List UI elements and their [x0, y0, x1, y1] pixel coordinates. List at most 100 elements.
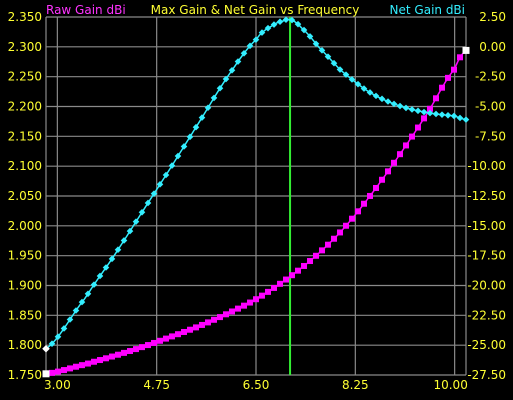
data-point-diamond	[306, 33, 314, 40]
end-marker	[42, 370, 50, 378]
data-point-square	[49, 369, 55, 376]
data-point-diamond	[282, 16, 290, 23]
x-axis-ticks: 3.00 4.75 6.50 8.25 10.00	[44, 378, 468, 392]
data-point-square	[211, 316, 217, 323]
data-point-square	[451, 66, 457, 73]
data-point-square	[391, 159, 397, 166]
data-point-square	[115, 351, 121, 358]
data-point-diamond	[228, 66, 236, 74]
data-point-square	[79, 362, 85, 369]
right-tick-label: -17.50	[467, 249, 506, 263]
data-point-diamond	[450, 112, 458, 120]
data-point-square	[457, 54, 463, 61]
data-point-square	[307, 258, 313, 265]
left-tick-label: 1.800	[8, 338, 42, 352]
data-point-diamond	[54, 333, 62, 341]
left-tick-label: 2.050	[8, 189, 42, 203]
right-axis-label: Net Gain dBi	[390, 3, 465, 17]
right-tick-label: -7.50	[475, 129, 506, 143]
data-point-diamond	[420, 108, 428, 116]
left-tick-label: 2.350	[8, 10, 42, 24]
data-point-diamond	[330, 59, 338, 67]
data-point-diamond	[258, 29, 266, 36]
data-point-diamond	[348, 76, 356, 83]
data-point-square	[349, 215, 355, 222]
data-point-square	[325, 241, 331, 248]
data-point-diamond	[408, 106, 416, 113]
data-point-diamond	[204, 104, 212, 112]
data-point-diamond	[120, 237, 128, 244]
data-point-diamond	[126, 227, 134, 235]
left-tick-label: 1.850	[8, 308, 42, 322]
data-point-diamond	[342, 71, 350, 78]
data-point-diamond	[102, 264, 110, 271]
data-point-diamond	[360, 85, 368, 92]
x-tick-label: 6.50	[243, 378, 270, 392]
left-tick-label: 2.150	[8, 129, 42, 143]
data-point-diamond	[234, 58, 242, 65]
data-point-diamond	[96, 272, 104, 280]
data-point-diamond	[210, 94, 218, 102]
data-point-diamond	[366, 89, 374, 96]
data-point-square	[445, 74, 451, 81]
data-point-square	[133, 346, 139, 353]
data-point-square	[415, 124, 421, 131]
left-tick-label: 1.900	[8, 279, 42, 293]
data-point-square	[109, 353, 115, 360]
data-point-square	[199, 321, 205, 328]
data-point-diamond	[150, 190, 158, 197]
data-point-square	[139, 344, 145, 351]
data-point-square	[355, 208, 361, 215]
data-point-square	[85, 360, 91, 367]
left-tick-label: 2.200	[8, 100, 42, 114]
data-point-diamond	[84, 290, 92, 298]
data-point-diamond	[132, 218, 140, 225]
data-point-diamond	[168, 162, 176, 169]
data-point-square	[103, 355, 109, 362]
data-point-square	[289, 272, 295, 279]
data-point-square	[331, 235, 337, 242]
data-point-diamond	[276, 18, 284, 26]
data-point-diamond	[66, 316, 74, 323]
data-point-square	[193, 324, 199, 331]
data-point-diamond	[456, 114, 464, 122]
grid	[45, 16, 467, 376]
data-point-square	[55, 368, 61, 375]
data-point-diamond	[426, 109, 434, 117]
left-axis-ticks: 2.350 2.300 2.250 2.200 2.150 2.100 2.050 2.000…	[8, 10, 42, 382]
data-point-diamond	[288, 16, 296, 24]
data-point-diamond	[60, 325, 68, 332]
right-tick-label: -5.00	[475, 100, 506, 114]
data-point-diamond	[432, 110, 440, 118]
data-point-square	[97, 357, 103, 364]
data-point-square	[175, 331, 181, 338]
data-point-square	[367, 192, 373, 199]
data-point-diamond	[396, 102, 404, 110]
right-tick-label: -27.50	[467, 368, 506, 382]
data-point-diamond	[174, 152, 182, 160]
data-point-square	[163, 335, 169, 342]
data-point-diamond	[216, 84, 224, 92]
left-tick-label: 2.000	[8, 219, 42, 233]
data-point-square	[265, 288, 271, 295]
data-point-diamond	[90, 281, 98, 288]
data-point-diamond	[462, 116, 470, 123]
right-tick-label: 2.50	[479, 10, 506, 24]
data-point-diamond	[138, 208, 146, 216]
left-tick-label: 2.250	[8, 70, 42, 84]
data-point-square	[295, 267, 301, 274]
data-point-diamond	[48, 340, 56, 347]
data-point-diamond	[312, 40, 320, 48]
data-point-square	[361, 200, 367, 207]
data-point-diamond	[180, 143, 188, 150]
data-point-diamond	[270, 21, 278, 28]
data-point-square	[397, 151, 403, 158]
data-point-square	[259, 292, 265, 299]
left-axis-label: Raw Gain dBi	[46, 3, 126, 17]
data-point-square	[343, 222, 349, 229]
right-tick-label: -20.00	[467, 279, 506, 293]
data-point-square	[157, 337, 163, 344]
data-point-square	[409, 133, 415, 140]
right-tick-label: -25.00	[467, 338, 506, 352]
data-point-square	[427, 105, 433, 112]
